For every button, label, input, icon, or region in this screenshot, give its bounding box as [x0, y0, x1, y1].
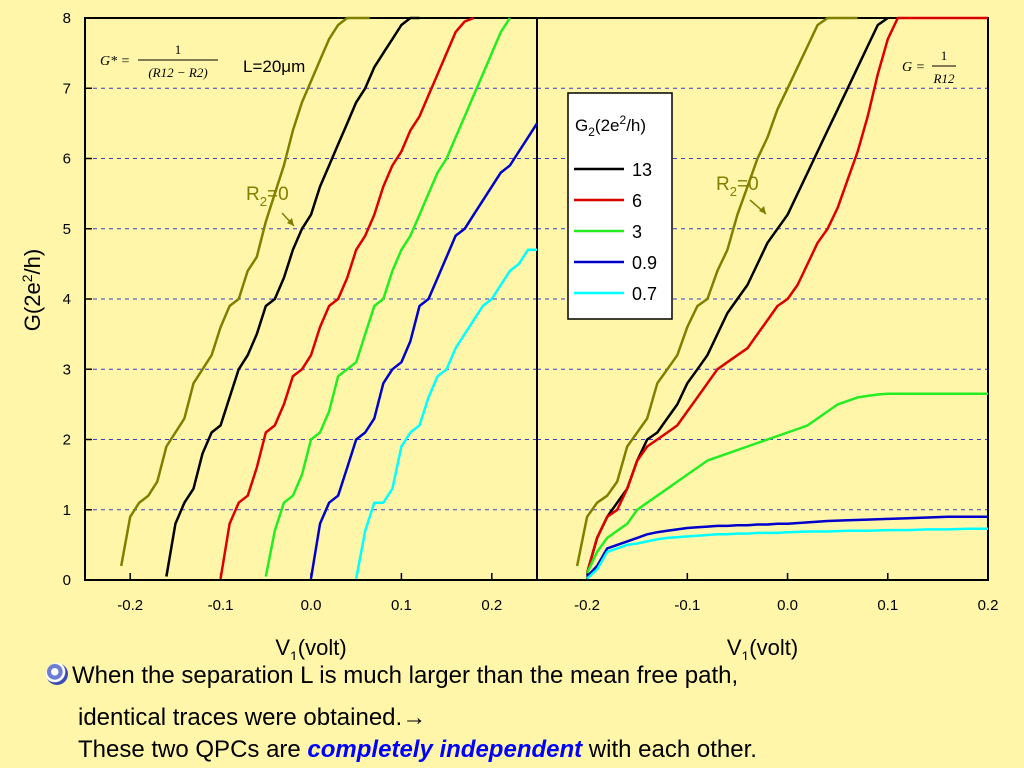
y-axis-label: G(2e2/h): [19, 249, 45, 331]
y-tick-label-0: 0: [63, 572, 71, 589]
trace-right-3: [585, 392, 988, 574]
length-annotation: L=20μm: [243, 57, 305, 76]
trace-left-0: [119, 16, 370, 567]
conductance-plots: -0.2 -0.1 0.0 0.1 0.2 0 1 2 3 4 5 6 7 8 V1(volt) -0.2 -0…: [19, 10, 999, 660]
y-tick-label-4: 4: [63, 291, 71, 308]
caption-line-3-suffix: with each other.: [582, 736, 757, 763]
x-tick-label-left-2: 0.0: [301, 597, 322, 614]
x-axis-label-right: V1(volt): [727, 635, 798, 660]
trace-left-3: [264, 17, 511, 577]
legend-label-4: 0.7: [632, 284, 657, 304]
r2-label-left: R2=0: [246, 184, 289, 209]
x-tick-label-right-4: 0.2: [978, 597, 999, 614]
plot-frame-right: [536, 17, 989, 581]
y-tick-label-2: 2: [63, 432, 71, 449]
r2-label-left-arrowhead: [287, 218, 294, 226]
legend-box: [567, 92, 673, 320]
caption-line-1-text: When the separation L is much larger tha…: [72, 662, 739, 689]
caption-line-3-prefix: These two QPCs are: [78, 736, 308, 763]
x-tick-label-left-3: 0.1: [391, 597, 412, 614]
x-tick-label-right-2: 0.0: [777, 597, 798, 614]
x-axis-label-left: V1(volt): [275, 635, 346, 660]
x-tick-label-left-0: -0.2: [117, 597, 143, 614]
y-tick-label-6: 6: [63, 151, 71, 168]
trace-left-5: [354, 248, 537, 579]
trace-left-1: [165, 16, 420, 577]
caption-line-1: When the separation L is much larger tha…: [46, 662, 738, 690]
y-tick-label-8: 8: [63, 10, 71, 27]
legend-title: G2(2e2/h): [575, 113, 646, 139]
trace-right-5: [586, 527, 988, 580]
formula-right: G = 1 R12: [902, 48, 956, 86]
legend-label-2: 3: [632, 222, 642, 242]
y-tick-label-1: 1: [63, 502, 71, 519]
trace-right-4: [586, 515, 988, 578]
formula-right-lhs: G =: [902, 60, 925, 75]
spiral-bullet-icon: [46, 663, 68, 685]
x-tick-label-right-1: -0.1: [674, 597, 700, 614]
r2-label-right-arrowhead: [759, 206, 766, 214]
caption-emphasis: completely independent: [307, 736, 583, 763]
formula-right-numerator: 1: [941, 48, 948, 63]
trace-left-2: [219, 16, 475, 579]
trace-right-0: [575, 16, 858, 567]
x-tick-label-right-0: -0.2: [574, 597, 600, 614]
formula-left-lhs: G* =: [100, 54, 130, 69]
legend-label-1: 6: [632, 191, 642, 211]
r2-label-right: R2=0: [716, 174, 759, 199]
y-tick-label-7: 7: [63, 80, 71, 97]
formula-left-numerator: 1: [175, 42, 182, 57]
trace-right-2: [585, 16, 988, 574]
x-tick-label-left-4: 0.2: [481, 597, 502, 614]
legend-label-0: 13: [632, 160, 652, 180]
legend-label-3: 0.9: [632, 253, 657, 273]
x-tick-label-left-1: -0.1: [208, 597, 234, 614]
trace-left-4: [309, 122, 539, 579]
formula-left-denominator: (R12 − R2): [148, 65, 207, 80]
y-tick-label-5: 5: [63, 221, 71, 238]
caption-line-3: These two QPCs are completely independen…: [78, 736, 757, 764]
formula-left: G* = 1 (R12 − R2): [100, 42, 218, 80]
x-tick-label-right-3: 0.1: [877, 597, 898, 614]
y-tick-label-3: 3: [63, 361, 71, 378]
caption-line-2: identical traces were obtained.→: [78, 704, 427, 731]
formula-right-denominator: R12: [933, 71, 955, 86]
